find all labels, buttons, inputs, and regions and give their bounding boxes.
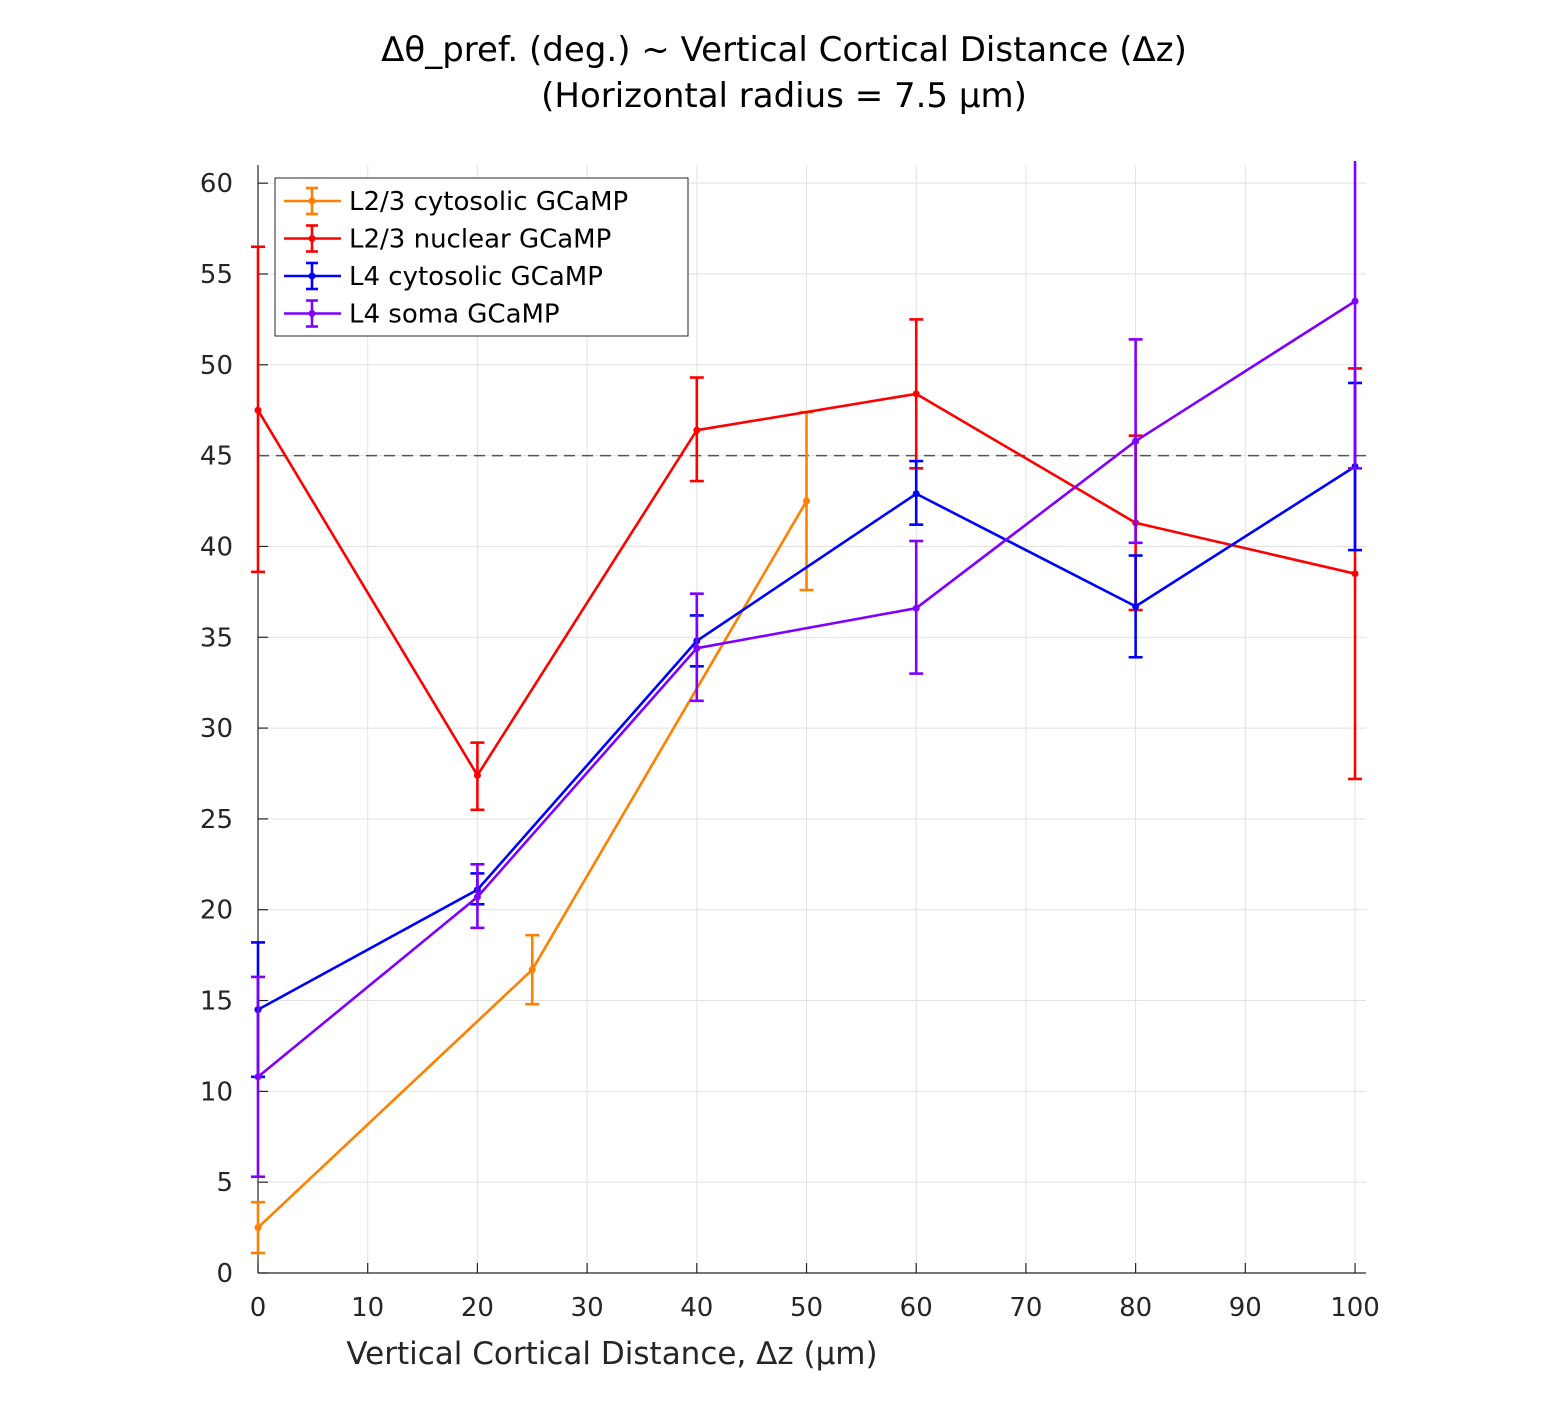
data-point [1351, 297, 1359, 305]
y-tick-label: 10 [200, 1077, 233, 1107]
data-point [473, 893, 481, 901]
data-point [254, 406, 262, 414]
data-point [254, 1073, 262, 1081]
data-point [693, 426, 701, 434]
series-line [257, 300, 1356, 1078]
legend-label: L2/3 cytosolic GCaMP [349, 187, 628, 217]
x-axis-label: Vertical Cortical Distance, Δz (μm) [346, 1336, 878, 1372]
y-tick-label: 15 [200, 987, 233, 1017]
y-tick-label: 20 [200, 896, 233, 926]
data-point [693, 644, 701, 652]
legend-label: L4 soma GCaMP [349, 300, 560, 330]
x-tick-label: 100 [1330, 1293, 1380, 1323]
x-tick-label: 40 [680, 1293, 713, 1323]
legend-label: L4 cytosolic GCaMP [349, 262, 603, 292]
y-tick-label: 25 [200, 805, 233, 835]
y-tick-label: 35 [200, 623, 233, 653]
chart-subtitle: (Horizontal radius = 7.5 μm) [541, 76, 1027, 116]
x-tick-label: 80 [1119, 1293, 1152, 1323]
data-point [473, 771, 481, 779]
data-point [803, 497, 811, 505]
x-tick-label: 30 [571, 1293, 604, 1323]
data-point [1132, 602, 1140, 610]
data-point [912, 390, 920, 398]
x-tick-label: 90 [1229, 1293, 1262, 1323]
y-tick-label: 45 [200, 442, 233, 472]
legend-label: L2/3 nuclear GCaMP [349, 225, 611, 255]
data-point [528, 966, 536, 974]
y-tick-label: 55 [200, 260, 233, 290]
data-point [912, 490, 920, 498]
data-point [1351, 570, 1359, 578]
y-tick-label: 0 [216, 1259, 233, 1289]
legend-marker [308, 197, 316, 205]
legend-marker [308, 310, 316, 317]
legend-marker [308, 272, 316, 280]
x-tick-label: 60 [900, 1293, 933, 1323]
data-point [1132, 437, 1140, 445]
x-tick-label: 10 [351, 1293, 384, 1323]
y-tick-label: 50 [200, 351, 233, 381]
series-1 [251, 410, 814, 1255]
x-tick-label: 0 [250, 1293, 267, 1323]
y-tick-label: 40 [200, 532, 233, 562]
series-4 [251, 161, 1363, 1179]
chart-title: Δθ_pref. (deg.) ~ Vertical Cortical Dist… [381, 30, 1187, 70]
x-tick-label: 70 [1009, 1293, 1042, 1323]
series-line [257, 500, 808, 1229]
x-tick-label: 50 [790, 1293, 823, 1323]
data-point [254, 1224, 262, 1232]
legend-marker [308, 235, 316, 242]
y-tick-label: 60 [200, 169, 233, 199]
series-line [257, 465, 1356, 1011]
series-line [256, 392, 1356, 777]
y-tick-label: 5 [216, 1168, 233, 1198]
legend-box [274, 177, 689, 337]
y-tick-label: 30 [200, 714, 233, 744]
x-tick-label: 20 [461, 1293, 494, 1323]
data-point [912, 604, 920, 612]
